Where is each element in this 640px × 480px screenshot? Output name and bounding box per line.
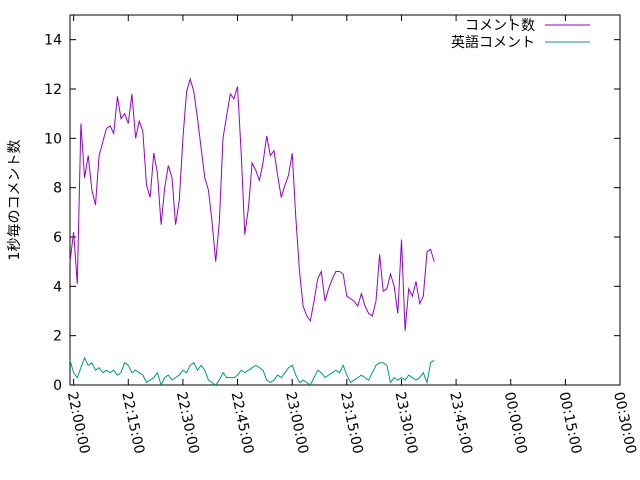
x-tick-label: 22:45:00 (228, 391, 257, 456)
x-tick-label: 23:15:00 (337, 391, 366, 456)
y-tick-label: 12 (44, 82, 62, 98)
plot-frame (69, 14, 621, 386)
x-tick-label: 00:30:00 (610, 391, 639, 456)
y-tick-label: 2 (53, 329, 62, 345)
series-layer (69, 77, 435, 387)
y-axis-ticks: 0 2 4 6 8 10 12 14 (44, 33, 620, 394)
y-tick-label: 10 (44, 131, 62, 147)
y-tick-label: 8 (53, 181, 62, 197)
y-tick-label: 0 (53, 378, 62, 394)
x-tick-label: 22:00:00 (64, 391, 93, 456)
x-tick-label: 22:15:00 (118, 391, 147, 456)
x-tick-label: 23:30:00 (392, 391, 421, 456)
y-tick-label: 4 (53, 279, 62, 295)
y-tick-label: 6 (53, 230, 62, 246)
x-tick-label: 00:15:00 (555, 391, 584, 456)
series-line-1 (69, 356, 435, 387)
y-tick-label: 14 (44, 33, 62, 49)
x-tick-label: 22:30:00 (173, 391, 202, 456)
y-axis-label: 1秒毎のコメント数 (7, 140, 23, 261)
x-axis-ticks: 22:00:00 22:15:00 22:30:00 22:45:00 23:00:00… (64, 15, 639, 455)
series-line-0 (69, 77, 435, 331)
x-tick-label: 00:00:00 (501, 391, 530, 456)
legend-label-1: 英語コメント (451, 34, 535, 51)
x-tick-label: 23:00:00 (282, 391, 311, 456)
x-tick-label: 23:45:00 (446, 391, 475, 456)
legend-label-0: コメント数 (465, 18, 535, 34)
